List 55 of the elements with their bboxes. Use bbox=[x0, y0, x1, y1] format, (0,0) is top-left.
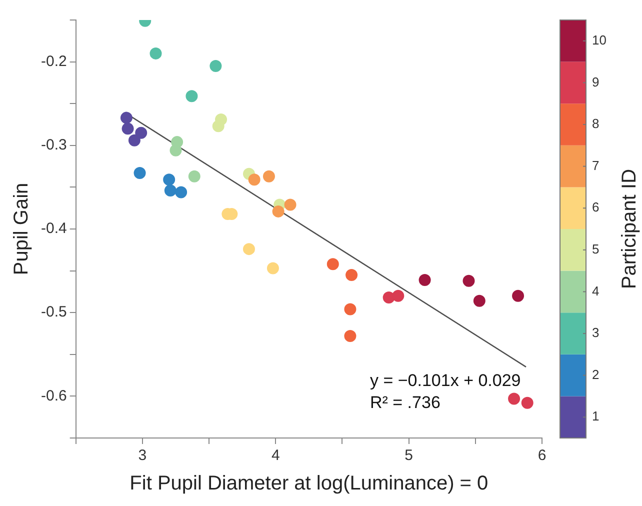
point bbox=[164, 184, 176, 197]
x-tick-label: 5 bbox=[404, 447, 413, 464]
point bbox=[135, 126, 148, 139]
point bbox=[508, 392, 520, 405]
point bbox=[512, 290, 524, 302]
point bbox=[344, 303, 356, 316]
point bbox=[248, 174, 260, 186]
x-tick-label: 4 bbox=[271, 447, 280, 464]
point bbox=[175, 186, 188, 198]
point bbox=[170, 144, 182, 156]
point bbox=[186, 90, 198, 102]
point bbox=[150, 47, 162, 60]
point bbox=[120, 112, 132, 124]
color-bar-label: 2 bbox=[592, 366, 600, 382]
point bbox=[344, 330, 356, 342]
point bbox=[163, 174, 176, 186]
y-tick-label: -0.3 bbox=[40, 136, 67, 154]
y-tick-label: -0.5 bbox=[40, 304, 67, 321]
point bbox=[272, 205, 284, 218]
color-bar-title: Participant ID bbox=[618, 168, 641, 290]
color-bar-label: 1 bbox=[592, 408, 600, 424]
point bbox=[134, 166, 146, 179]
x-tick-label: 6 bbox=[538, 447, 546, 464]
point bbox=[346, 268, 358, 281]
y-axis-title: Pupil Gain bbox=[10, 182, 33, 276]
color-bar-label: 3 bbox=[592, 325, 600, 340]
point bbox=[462, 274, 475, 287]
x-tick-label: 3 bbox=[138, 447, 147, 464]
point bbox=[418, 274, 431, 286]
x-axis-title: Fit Pupil Diameter at log(Luminance) = 0 bbox=[130, 472, 488, 495]
point bbox=[392, 290, 404, 302]
y-tick-label: -0.4 bbox=[40, 220, 67, 238]
point bbox=[326, 258, 339, 270]
point bbox=[521, 396, 534, 409]
color-bar-label: 9 bbox=[592, 74, 600, 90]
point bbox=[212, 120, 224, 132]
point bbox=[128, 134, 140, 146]
color-bar-label: 5 bbox=[592, 241, 600, 256]
color-bar-label: 7 bbox=[592, 158, 600, 173]
annotation: y = −0.101x + 0.029 bbox=[370, 371, 521, 390]
color-bar-label: 6 bbox=[592, 200, 600, 215]
point bbox=[473, 294, 486, 307]
y-tick-label: -0.2 bbox=[40, 52, 67, 70]
point bbox=[266, 262, 279, 274]
color-bar-label: 10 bbox=[592, 32, 606, 48]
point bbox=[188, 170, 200, 182]
annotation: R² = .736 bbox=[370, 393, 440, 412]
point bbox=[122, 122, 134, 135]
color-bar-label: 8 bbox=[592, 116, 600, 132]
point bbox=[242, 243, 255, 256]
point bbox=[284, 198, 296, 211]
point bbox=[210, 60, 222, 72]
color-bar-label: 4 bbox=[592, 283, 600, 298]
y-tick-label: -0.6 bbox=[40, 387, 67, 404]
point bbox=[262, 170, 275, 182]
